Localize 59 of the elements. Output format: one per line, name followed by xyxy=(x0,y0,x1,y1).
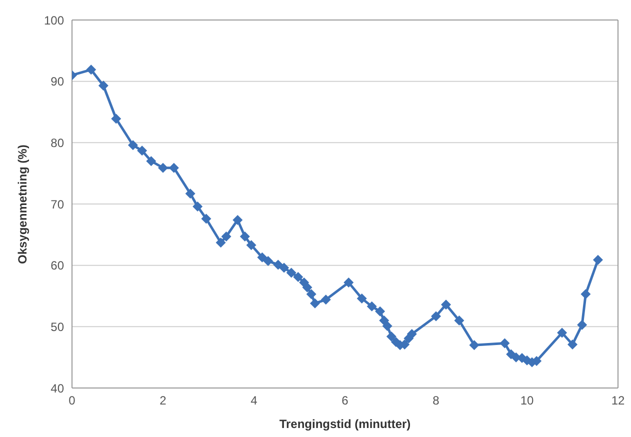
x-tick-label: 0 xyxy=(68,394,76,408)
point xyxy=(168,162,179,173)
point xyxy=(293,272,304,282)
point xyxy=(320,294,331,305)
point xyxy=(137,146,148,156)
x-axis-title: Trengingstid (minutter) xyxy=(279,417,411,431)
point xyxy=(310,298,320,308)
x-tick-label: 12 xyxy=(611,394,625,408)
point xyxy=(240,232,250,242)
point xyxy=(366,301,377,312)
x-tick-label: 4 xyxy=(250,394,258,408)
y-axis-title: Oksygenmetning (%) xyxy=(15,144,30,264)
point xyxy=(221,232,232,242)
point xyxy=(216,238,226,248)
point xyxy=(500,338,510,348)
point xyxy=(158,162,168,173)
point xyxy=(356,293,367,304)
point xyxy=(344,278,354,288)
point xyxy=(406,329,417,340)
point xyxy=(263,256,274,266)
point xyxy=(386,331,396,342)
point xyxy=(306,289,316,300)
x-tick-label: 8 xyxy=(432,394,440,408)
point xyxy=(98,80,108,91)
point xyxy=(302,282,312,292)
point xyxy=(257,252,268,262)
point xyxy=(128,140,138,150)
y-tick-label: 40 xyxy=(50,381,64,396)
point xyxy=(568,339,578,350)
point xyxy=(580,289,591,300)
point xyxy=(86,64,96,75)
point xyxy=(279,262,290,273)
point xyxy=(232,214,243,225)
point xyxy=(441,300,452,310)
y-tick-label: 70 xyxy=(50,197,64,212)
point xyxy=(246,240,256,250)
y-tick-label: 50 xyxy=(50,320,64,334)
x-tick-label: 2 xyxy=(160,394,167,408)
point xyxy=(382,321,392,332)
point xyxy=(286,268,296,278)
point xyxy=(577,320,588,330)
y-tick-label: 80 xyxy=(50,136,64,150)
y-tick-label: 90 xyxy=(50,74,64,89)
point xyxy=(111,114,122,124)
point xyxy=(146,156,156,166)
point xyxy=(592,254,603,265)
y-tick-label: 60 xyxy=(50,258,64,273)
point xyxy=(185,188,196,199)
point xyxy=(201,214,212,224)
x-tick-label: 10 xyxy=(520,394,534,408)
point xyxy=(431,311,441,322)
point xyxy=(557,328,568,338)
point xyxy=(273,260,284,270)
x-tick-label: 6 xyxy=(342,394,349,408)
point xyxy=(469,340,480,350)
point xyxy=(454,316,464,326)
point xyxy=(192,201,203,212)
y-tick-label: 100 xyxy=(44,13,64,28)
point xyxy=(375,306,386,316)
